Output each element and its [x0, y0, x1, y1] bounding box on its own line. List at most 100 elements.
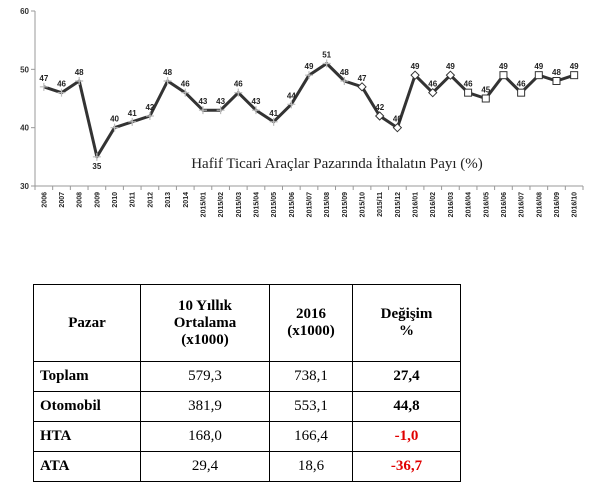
x-tick-label: 2015/11 — [377, 192, 384, 217]
row-name: Otomobil — [33, 391, 141, 422]
x-tick-label: 2016/05 — [483, 192, 490, 217]
row-2016: 166,4 — [269, 421, 353, 452]
x-tick-label: 2016/06 — [501, 192, 508, 217]
y-tick-label: 50 — [20, 65, 29, 74]
table-row: Toplam 579,3 738,1 27,4 — [33, 361, 461, 392]
row-name: Toplam — [33, 361, 141, 392]
data-label: 49 — [499, 62, 508, 71]
x-tick-label: 2015/10 — [360, 192, 367, 217]
data-label: 49 — [411, 62, 420, 71]
x-tick-label: 2010 — [112, 192, 119, 208]
row-name: ATA — [33, 451, 141, 482]
data-label: 35 — [92, 162, 101, 171]
chart-markers — [39, 59, 579, 161]
y-tick-label: 60 — [20, 7, 29, 16]
data-label: 43 — [252, 97, 261, 106]
x-tick-label: 2015/05 — [271, 192, 278, 217]
x-tick-label: 2013 — [165, 192, 172, 208]
chart-data-labels: 47 46 48 35 40 41 42 48 46 43 43 46 43 41 44 49 51 48 47 42… — [39, 51, 579, 171]
data-point-plus — [305, 71, 313, 80]
x-tick-label: 2009 — [94, 192, 101, 208]
y-tick-label: 40 — [20, 124, 29, 133]
data-point-square — [499, 71, 508, 80]
data-label: 45 — [481, 86, 490, 95]
chart-axes: 30 40 50 60 — [20, 7, 584, 191]
x-tick-label: 2006 — [41, 192, 48, 208]
data-point-diamond — [357, 82, 367, 92]
row-2016: 738,1 — [269, 361, 353, 392]
row-2016: 18,6 — [269, 451, 353, 482]
data-point-plus — [145, 112, 154, 120]
x-tick-label: 2016/01 — [413, 192, 420, 217]
row-change: -1,0 — [352, 421, 461, 452]
x-tick-label: 2016/09 — [554, 192, 561, 217]
data-label: 41 — [269, 109, 278, 118]
data-point-plus — [198, 106, 207, 115]
x-tick-label: 2011 — [130, 192, 137, 207]
data-point-plus — [269, 117, 278, 126]
data-point-plus — [251, 106, 260, 115]
x-tick-label: 2016/10 — [572, 192, 579, 217]
data-point-plus — [110, 123, 119, 132]
data-point-plus — [75, 77, 84, 85]
table-row: Otomobil 381,9 553,1 44,8 — [33, 391, 461, 422]
data-label: 49 — [534, 62, 543, 71]
header-pazar: Pazar — [33, 284, 141, 362]
data-label: 44 — [287, 91, 296, 100]
data-point-diamond — [445, 70, 456, 80]
x-tick-label: 2015/04 — [253, 192, 260, 217]
data-point-diamond — [410, 70, 420, 80]
table-row: ATA 29,4 18,6 -36,7 — [33, 451, 461, 482]
data-point-plus — [287, 100, 296, 109]
table-row: HTA 168,0 166,4 -1,0 — [33, 421, 461, 452]
data-label: 48 — [552, 68, 561, 77]
y-tick-label: 30 — [20, 182, 29, 191]
data-label: 47 — [39, 74, 48, 83]
data-point-square — [481, 94, 490, 103]
chart-title: Hafif Ticari Araçlar Pazarında İthalatın… — [191, 156, 483, 172]
data-label: 46 — [181, 80, 190, 89]
x-tick-label: 2016/03 — [448, 192, 455, 217]
x-tick-label: 2012 — [147, 192, 154, 208]
data-label: 43 — [216, 97, 225, 106]
data-label: 47 — [358, 74, 367, 83]
x-tick-label: 2016/07 — [519, 192, 526, 217]
data-label: 49 — [446, 62, 455, 71]
data-point-diamond — [375, 111, 385, 121]
header-2016: 2016 (x1000) — [269, 284, 353, 362]
data-point-diamond — [428, 87, 438, 98]
data-point-plus — [39, 82, 48, 91]
data-label: 43 — [198, 97, 207, 106]
x-tick-label: 2007 — [59, 192, 66, 208]
data-label: 46 — [57, 80, 66, 89]
x-tick-label: 2016/02 — [430, 192, 437, 217]
x-tick-label: 2015/06 — [289, 192, 296, 217]
data-label: 46 — [234, 80, 243, 89]
data-label: 46 — [517, 80, 526, 89]
x-tick-label: 2015/03 — [236, 192, 243, 217]
data-label: 41 — [128, 109, 137, 118]
data-label: 48 — [340, 68, 349, 77]
data-point-plus — [57, 88, 66, 97]
data-point-plus — [340, 77, 349, 85]
row-2016: 553,1 — [269, 391, 353, 422]
data-point-plus — [92, 152, 101, 161]
data-label: 40 — [110, 115, 119, 124]
data-point-diamond — [392, 122, 403, 133]
x-tick-label: 2016/04 — [466, 192, 473, 217]
table-header-row: Pazar 10 Yıllık Ortalama (x1000) 2016 (x100… — [33, 284, 461, 362]
x-tick-label: 2016/08 — [536, 192, 543, 217]
x-tick-label: 2015/09 — [342, 192, 349, 217]
row-change: -36,7 — [352, 451, 461, 482]
import-share-line-chart: 30 40 50 60 47 46 48 35 40 41 42 48 46 43 43 46 43 41 44 4… — [20, 7, 584, 217]
chart-x-tick-labels: 2006 2007 2008 2009 2010 2011 2012 2013 2014 2015… — [41, 192, 578, 217]
row-average: 168,0 — [140, 421, 270, 452]
header-10yr-average: 10 Yıllık Ortalama (x1000) — [140, 284, 270, 362]
data-label: 40 — [393, 115, 402, 124]
data-label: 42 — [375, 103, 384, 112]
x-tick-label: 2015/07 — [307, 192, 314, 217]
row-name: HTA — [33, 421, 141, 452]
data-point-square — [517, 88, 526, 97]
data-point-square — [464, 88, 473, 97]
data-label: 46 — [428, 80, 437, 89]
